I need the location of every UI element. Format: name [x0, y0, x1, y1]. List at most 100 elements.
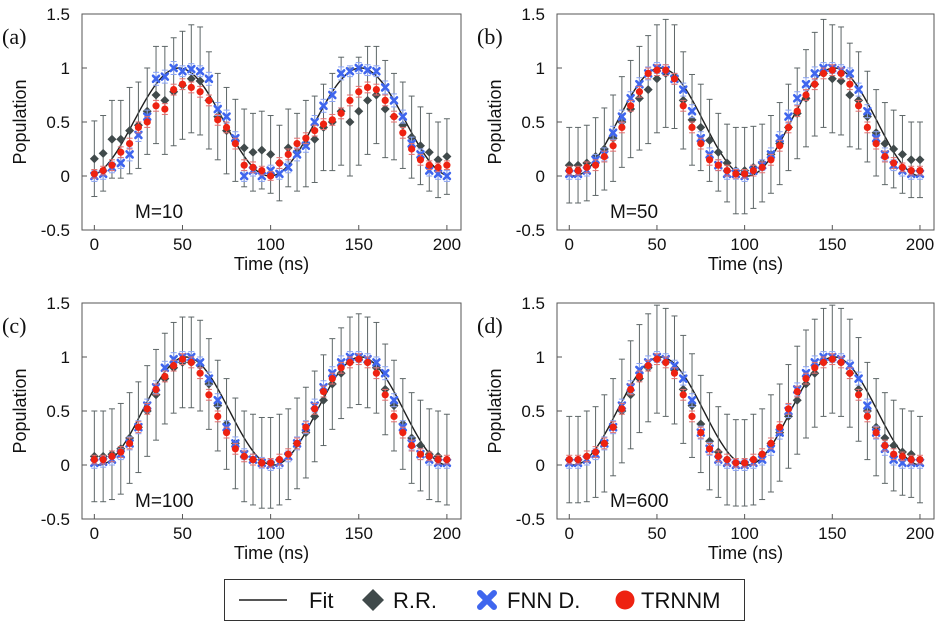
- legend-label: TRNNM: [641, 588, 720, 613]
- data-point: [355, 88, 363, 96]
- data-point: [152, 385, 160, 393]
- data-point: [855, 102, 863, 110]
- data-point: [214, 116, 222, 124]
- data-point: [363, 65, 372, 75]
- data-point: [776, 142, 784, 150]
- data-point: [801, 79, 811, 89]
- data-point: [863, 106, 872, 116]
- data-point: [618, 123, 626, 131]
- x-tick-label: 100: [256, 235, 284, 254]
- data-point: [90, 456, 98, 464]
- data-point: [372, 369, 380, 377]
- data-point: [767, 439, 775, 447]
- data-point: [222, 123, 231, 131]
- data-point: [222, 112, 231, 121]
- legend-item-fit: Fit: [239, 588, 333, 613]
- data-point: [187, 83, 195, 92]
- data-point: [380, 83, 390, 92]
- data-point: [186, 74, 196, 84]
- data-point: [302, 134, 310, 142]
- data-point: [108, 452, 116, 460]
- data-point: [635, 88, 644, 96]
- data-point: [319, 101, 328, 111]
- series-rr: [89, 313, 452, 509]
- y-tick-label: -0.5: [516, 510, 545, 529]
- data-point: [723, 456, 731, 464]
- data-point: [134, 123, 143, 131]
- data-point: [846, 80, 854, 88]
- data-point: [906, 155, 916, 165]
- data-point: [354, 63, 364, 73]
- legend-cross-swatch: [477, 590, 497, 610]
- data-point: [854, 374, 863, 383]
- data-point: [872, 429, 880, 437]
- data-point: [574, 167, 582, 175]
- data-point: [819, 358, 828, 366]
- data-point: [222, 429, 231, 437]
- data-point: [424, 166, 434, 175]
- data-point: [889, 144, 899, 154]
- data-point: [678, 85, 688, 94]
- data-point: [381, 391, 389, 399]
- data-point: [319, 387, 328, 396]
- data-point: [125, 150, 134, 159]
- legend-diamond-swatch: [362, 589, 384, 611]
- data-point: [328, 116, 336, 124]
- data-point: [643, 85, 653, 95]
- data-point: [705, 156, 714, 164]
- data-point: [258, 167, 266, 175]
- data-point: [653, 355, 661, 363]
- series-trnnm: [565, 64, 924, 179]
- x-tick-label: 200: [906, 235, 934, 254]
- y-tick-label: 1.5: [46, 294, 70, 313]
- data-point: [565, 167, 573, 175]
- data-point: [609, 142, 617, 150]
- data-point: [125, 140, 134, 148]
- data-point: [408, 145, 416, 153]
- data-point: [337, 364, 345, 372]
- data-point: [283, 143, 293, 153]
- data-point: [609, 423, 617, 431]
- data-point: [389, 395, 399, 405]
- data-point: [714, 161, 722, 169]
- data-point: [705, 135, 715, 145]
- data-point: [160, 363, 170, 373]
- data-point: [425, 452, 433, 460]
- data-point: [827, 74, 837, 84]
- data-point: [863, 123, 871, 131]
- data-point: [143, 118, 151, 126]
- data-point: [564, 160, 574, 170]
- legend-circle-swatch: [615, 590, 635, 610]
- data-point: [846, 369, 854, 377]
- data-point: [117, 448, 125, 456]
- data-point: [608, 128, 618, 138]
- legend-item-rr: R.R.: [362, 588, 437, 613]
- data-point: [617, 112, 627, 121]
- data-point: [792, 93, 802, 103]
- data-point: [583, 452, 591, 460]
- data-point: [714, 452, 722, 460]
- data-point: [213, 104, 223, 114]
- data-point: [916, 456, 924, 464]
- y-tick-label: 0: [536, 456, 545, 475]
- y-tick-label: 0.5: [46, 402, 70, 421]
- data-point: [688, 123, 696, 131]
- data-point: [161, 372, 169, 381]
- y-tick-label: 1.5: [521, 5, 545, 24]
- series-trnnm: [90, 78, 451, 181]
- data-point: [749, 456, 757, 464]
- panel-label: (c): [2, 313, 26, 338]
- data-point: [266, 149, 276, 159]
- data-point: [433, 155, 443, 165]
- data-point: [249, 163, 257, 171]
- legend-item-fnnd: FNN D.: [477, 588, 580, 613]
- data-point: [574, 456, 582, 464]
- data-point: [239, 171, 249, 181]
- series-rr: [564, 304, 925, 507]
- data-point: [292, 150, 302, 159]
- data-point: [696, 122, 706, 132]
- data-point: [627, 102, 635, 110]
- data-point: [363, 83, 372, 92]
- data-point: [434, 456, 442, 464]
- panel-label: (d): [477, 313, 503, 338]
